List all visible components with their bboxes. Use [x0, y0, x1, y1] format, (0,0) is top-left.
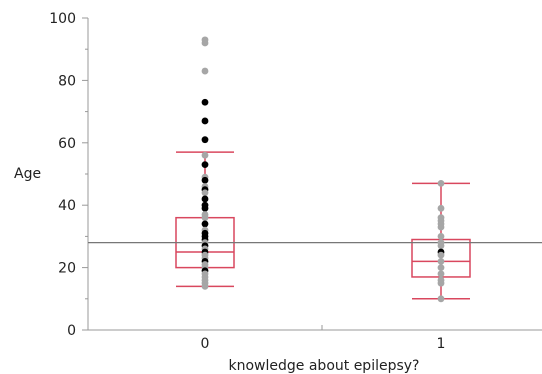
data-point — [437, 264, 445, 271]
data-point — [437, 270, 445, 278]
y-axis-label: Age — [14, 166, 41, 182]
data-point — [201, 220, 209, 228]
data-point — [201, 195, 209, 203]
data-point — [201, 282, 209, 290]
x-axis-label: knowledge about epilepsy? — [229, 358, 420, 374]
data-point — [201, 67, 209, 75]
data-point — [201, 117, 209, 125]
y-tick-label: 20 — [58, 261, 76, 277]
data-point — [437, 179, 445, 187]
data-point — [437, 204, 445, 212]
data-point — [201, 151, 209, 159]
y-tick-label: 100 — [49, 11, 76, 27]
y-tick-label: 60 — [58, 136, 76, 152]
box-plots — [175, 151, 471, 300]
data-point — [437, 223, 445, 231]
x-tick-label: 0 — [201, 336, 210, 352]
y-tick-label: 80 — [58, 73, 76, 89]
y-tick-label: 40 — [58, 198, 76, 214]
data-point — [201, 214, 209, 222]
y-tick-label: 0 — [67, 323, 76, 339]
data-point — [201, 136, 209, 144]
data-point — [437, 251, 445, 259]
y-axis-ticks: 0 20 40 60 80 100 — [49, 11, 88, 339]
data-point — [201, 189, 209, 197]
data-points — [201, 36, 445, 303]
data-point — [437, 279, 445, 287]
data-point — [201, 39, 209, 47]
data-point — [201, 176, 209, 184]
data-point — [201, 204, 209, 212]
data-point — [437, 242, 445, 250]
data-point — [201, 98, 209, 106]
data-point — [437, 257, 445, 265]
data-point — [437, 233, 445, 240]
data-point — [437, 295, 445, 303]
axes — [87, 18, 542, 331]
data-point — [201, 161, 209, 169]
x-tick-label: 1 — [437, 336, 446, 352]
